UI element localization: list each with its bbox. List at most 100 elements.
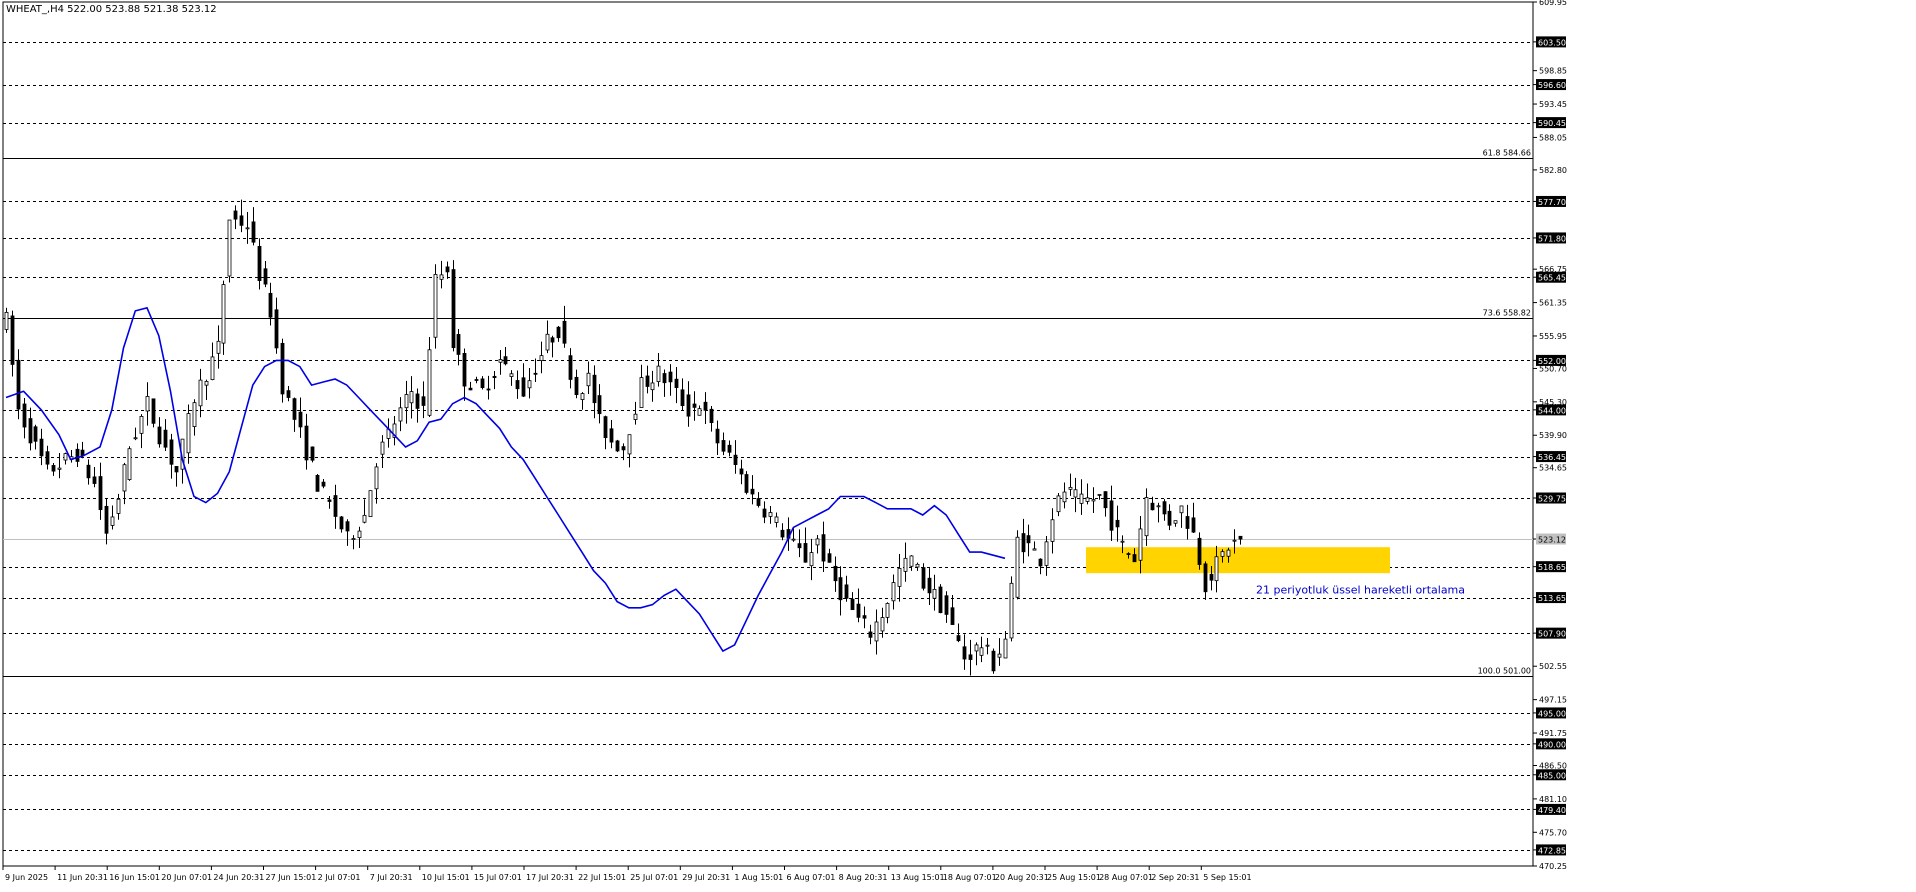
candle-body xyxy=(63,453,68,461)
candle-body xyxy=(1156,505,1161,508)
candle-body xyxy=(509,373,514,377)
candle-body xyxy=(997,653,1002,658)
candle-body xyxy=(639,377,644,408)
candle-body xyxy=(674,378,679,388)
candle-body xyxy=(1162,501,1167,515)
candle-body xyxy=(697,408,702,416)
price-axis[interactable]: 609.95 603.50 598.85 596.60 593.45 590.45 588.… xyxy=(1533,0,1567,871)
candle-body xyxy=(169,439,174,465)
x-tick-label: 24 Jun 20:31 xyxy=(213,873,264,882)
candle-body xyxy=(956,635,961,642)
y-level-box xyxy=(1536,627,1566,639)
candle-body xyxy=(739,468,744,475)
candle-body xyxy=(174,466,179,473)
candle-body xyxy=(774,516,779,523)
candle-body xyxy=(327,499,332,502)
annotations: 21 periyotluk üssel hareketli ortalama xyxy=(1256,584,1465,597)
y-tick-label: 481.10 xyxy=(1539,795,1567,804)
candle-body xyxy=(603,416,608,439)
x-tick-label: 25 Jul 07:01 xyxy=(630,873,678,882)
candle-body xyxy=(903,557,908,572)
time-axis[interactable]: 9 Jun 2025 11 Jun 20:31 16 Jun 15:01 20 Jun… xyxy=(2,866,1252,882)
x-tick-label: 5 Sep 15:01 xyxy=(1203,873,1251,882)
x-tick-label: 7 Jul 20:31 xyxy=(370,873,413,882)
candle-body xyxy=(1044,541,1049,566)
candle-body xyxy=(803,543,808,563)
candle-body xyxy=(257,245,262,281)
candle-body xyxy=(1097,493,1102,496)
candle-body xyxy=(915,563,920,568)
y-level-box xyxy=(1536,79,1566,91)
chart-title: WHEAT_,H4 522.00 523.88 521.38 523.12 xyxy=(6,4,217,15)
candle-body xyxy=(1214,556,1219,582)
candle-body xyxy=(439,274,444,280)
candle-body xyxy=(868,631,873,638)
y-tick-label: 566.75 xyxy=(1539,265,1567,274)
candle-body xyxy=(468,387,473,391)
candle-body xyxy=(692,403,697,408)
y-level-box xyxy=(1536,803,1566,815)
candle-body xyxy=(292,398,297,420)
candle-body xyxy=(944,595,949,615)
candle-body xyxy=(562,320,567,344)
candle-body xyxy=(515,380,520,390)
y-tick-label: 529.75 xyxy=(1538,495,1566,504)
candle-body xyxy=(157,426,162,445)
candle-body xyxy=(380,441,385,455)
candle-body xyxy=(1144,497,1149,537)
candle-body xyxy=(703,401,708,411)
candle-body xyxy=(627,434,632,455)
candle-body xyxy=(409,391,414,404)
grid-levels xyxy=(2,1,1534,867)
candle-body xyxy=(251,221,256,243)
candle-body xyxy=(744,474,749,493)
candle-body xyxy=(274,309,279,349)
x-tick-label: 6 Aug 07:01 xyxy=(787,873,836,882)
x-tick-label: 15 Jul 07:01 xyxy=(474,873,522,882)
candle-body xyxy=(833,565,838,582)
candle-body xyxy=(1126,553,1131,555)
ema-annotation: 21 periyotluk üssel hareketli ortalama xyxy=(1256,584,1465,597)
candle-body xyxy=(445,266,450,273)
candle-body xyxy=(345,521,350,532)
candle-body xyxy=(474,379,479,381)
candle-body xyxy=(392,423,397,438)
candle-body xyxy=(57,467,62,470)
candle-body xyxy=(233,210,238,220)
candle-body xyxy=(680,389,685,407)
candle-body xyxy=(850,598,855,611)
candle-body xyxy=(821,534,826,562)
candle-body xyxy=(885,603,890,618)
y-tick-label: 485.00 xyxy=(1538,771,1566,780)
candle-body xyxy=(486,388,491,391)
candle-body xyxy=(1056,495,1061,513)
candle-body xyxy=(10,315,15,365)
x-tick-label: 25 Aug 15:01 xyxy=(1047,873,1101,882)
candle-body xyxy=(1179,505,1184,514)
x-tick-label: 13 Aug 15:01 xyxy=(891,873,945,882)
y-level-box xyxy=(1536,738,1566,750)
y-level-box xyxy=(1536,533,1566,545)
x-tick-label: 1 Aug 15:01 xyxy=(734,873,783,882)
candle-body xyxy=(398,407,403,422)
candle-body xyxy=(880,617,885,632)
candle-body xyxy=(362,514,367,523)
candle-body xyxy=(721,440,726,452)
candle-body xyxy=(527,380,532,389)
y-tick-label: 486.50 xyxy=(1539,761,1567,770)
y-tick-label: 536.45 xyxy=(1538,453,1566,462)
candle-body xyxy=(321,481,326,487)
candle-body xyxy=(492,375,497,379)
candle-body xyxy=(668,371,673,383)
x-tick-label: 22 Jul 15:01 xyxy=(578,873,626,882)
candle-body xyxy=(127,448,132,480)
candle-body xyxy=(33,426,38,442)
candle-body xyxy=(609,428,614,443)
fib-label: 100.0 501.00 xyxy=(1478,667,1531,676)
candle-body xyxy=(932,588,937,599)
candle-body xyxy=(192,402,197,427)
y-tick-label: 502.55 xyxy=(1539,662,1567,671)
candle-body xyxy=(539,355,544,361)
y-level-box xyxy=(1536,451,1566,463)
